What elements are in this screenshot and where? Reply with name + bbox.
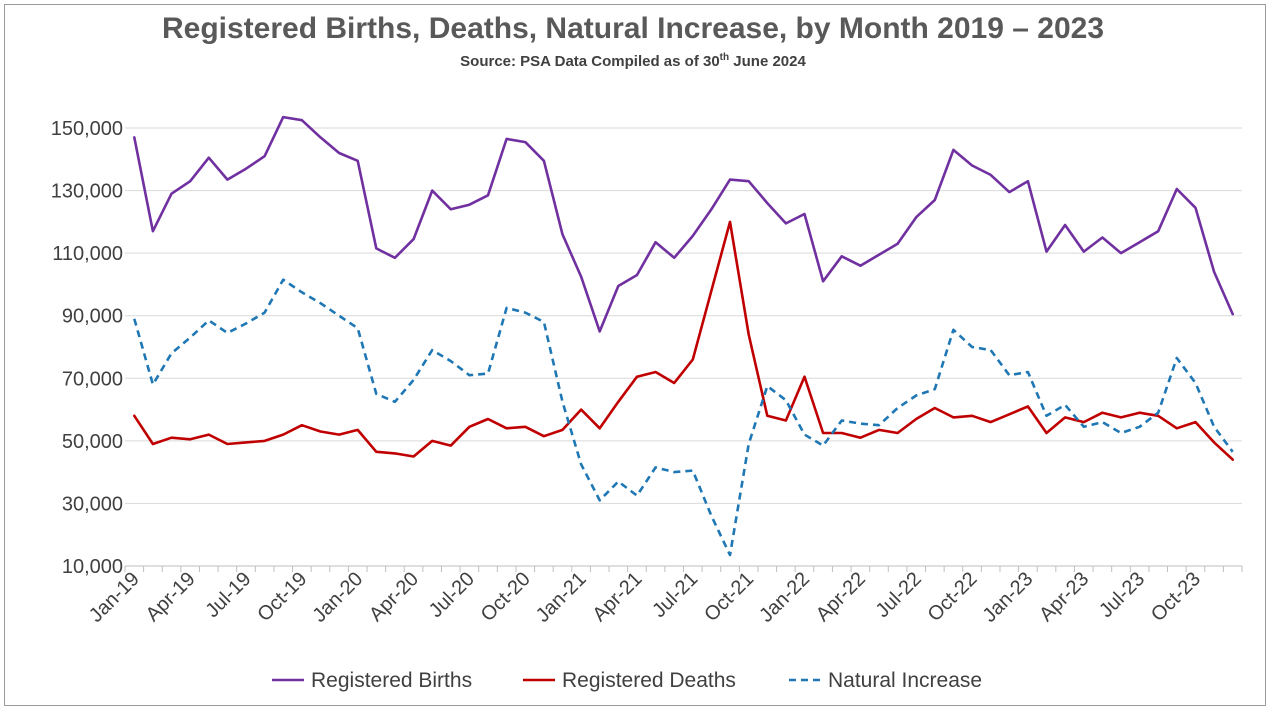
y-tick-label: 10,000: [62, 556, 123, 578]
x-tick-label: Jul-22: [872, 568, 926, 622]
legend-label: Registered Births: [311, 669, 472, 692]
x-tick-label: Apr-20: [365, 568, 423, 626]
x-tick-label: Oct-19: [253, 568, 311, 626]
x-tick-label: Jul-21: [648, 568, 702, 622]
chart-subtitle: Source: PSA Data Compiled as of 30th Jun…: [0, 52, 1266, 70]
y-tick-label: 30,000: [62, 493, 123, 515]
x-tick-label: Jan-21: [532, 568, 591, 627]
x-tick-label: Oct-23: [1147, 568, 1205, 626]
x-tick-label: Oct-22: [924, 568, 982, 626]
x-tick-label: Apr-21: [588, 568, 646, 626]
series-line-registered-deaths: [133, 220, 1234, 461]
x-tick-label: Jan-22: [755, 568, 814, 627]
x-tick-label: Apr-23: [1035, 568, 1093, 626]
y-tick-label: 50,000: [62, 431, 123, 453]
x-tick-label: Oct-21: [700, 568, 758, 626]
line-chart: 10,000 30,000 50,000 70,000 90,000 110,000 130…: [51, 115, 1243, 692]
subtitle-prefix: Source: PSA Data Compiled as of 30: [460, 53, 720, 70]
chart-title: Registered Births, Deaths, Natural Incre…: [161, 12, 1105, 45]
x-tick-label: Jul-20: [425, 568, 479, 622]
x-tick-label: Jan-20: [308, 568, 367, 627]
y-tick-label: 130,000: [51, 181, 123, 203]
x-tick-label: Oct-20: [477, 568, 535, 626]
x-tick-label: Jul-23: [1095, 568, 1149, 622]
legend-label: Registered Deaths: [562, 669, 736, 692]
x-tick-label: Jan-23: [979, 568, 1038, 627]
y-tick-label: 90,000: [62, 306, 123, 328]
x-tick-label: Apr-22: [812, 568, 870, 626]
series-line-natural-increase: [133, 278, 1234, 557]
subtitle-sup: th: [719, 52, 730, 63]
y-tick-label: 110,000: [52, 243, 123, 265]
y-tick-label: 70,000: [62, 368, 123, 390]
legend-label: Natural Increase: [828, 669, 982, 692]
y-tick-label: 150,000: [51, 118, 123, 140]
x-tick-label: Apr-19: [142, 568, 200, 626]
subtitle-suffix: June 2024: [729, 53, 806, 70]
series-line-registered-births: [133, 115, 1234, 333]
x-tick-label: Jul-19: [201, 568, 255, 622]
chart-frame: [4, 4, 1266, 706]
